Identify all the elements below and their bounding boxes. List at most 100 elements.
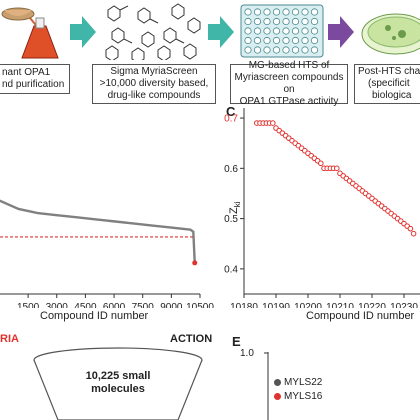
- plate-well: [310, 17, 319, 26]
- step4-caption: Post-HTS cha (specificit biologica: [354, 64, 420, 104]
- flask-illustration: [1, 7, 59, 59]
- plate-well: [263, 17, 271, 26]
- step1-caption: nant OPA1 nd purification: [0, 64, 70, 94]
- step2-line2: >10,000 diversity based,: [99, 78, 209, 89]
- legend-dot-myls16: [274, 393, 281, 400]
- step1-line1: nant OPA1: [2, 67, 51, 78]
- plate-well: [244, 46, 252, 54]
- plate-well: [282, 8, 290, 16]
- step3-line3: OPA1 GTPase activity: [239, 96, 339, 107]
- panel-c-ylabel: Zki: [228, 201, 242, 214]
- panel-b-endpoint-dot: [192, 260, 198, 266]
- legend-item-myls22: MYLS22: [274, 377, 322, 388]
- plate-well: [310, 27, 319, 35]
- plate-well: [282, 27, 290, 35]
- panel-c-data-point: [407, 225, 414, 232]
- panel-c-y-tick-label: 0.4: [224, 264, 238, 275]
- panel-e-axis: [264, 352, 269, 420]
- plate-well: [263, 46, 271, 54]
- panel-b-x-tick-label: 7500: [132, 302, 155, 308]
- plate-well: [263, 36, 271, 45]
- panel-c-ylabel-sub: ki: [233, 201, 243, 208]
- panel-b-x-tick-label: 4500: [74, 302, 97, 308]
- step4-line1: Post-HTS cha: [358, 66, 420, 77]
- panel-c-data-point: [270, 120, 276, 126]
- step2-line1: Sigma MyriaScreen: [110, 66, 198, 77]
- plate-well: [253, 36, 262, 45]
- panel-c-y-tick-label: 0.5: [224, 214, 238, 225]
- petri-dish-illustration: [361, 13, 420, 55]
- plate-well: [310, 46, 319, 54]
- plate-well: [282, 17, 290, 26]
- step2-line3: drug-like compounds: [107, 90, 201, 101]
- panel-c-x-tick-label: 10210: [326, 302, 354, 308]
- panel-b-x-tick-label: 9000: [160, 302, 183, 308]
- panel-c-data-point: [318, 160, 324, 167]
- panel-c-data-point: [410, 230, 417, 237]
- panel-b-x-tick-label: 3000: [46, 302, 69, 308]
- panel-b-x-tick-label: 10500: [186, 302, 214, 308]
- step3-line1: MG-based HTS of: [248, 60, 330, 71]
- plate-well: [263, 8, 271, 16]
- plate-well: [291, 46, 300, 54]
- plate-well: [291, 17, 300, 26]
- step1-line2: nd purification: [2, 79, 65, 90]
- panel-b-chart: 1500 3000 4500 6000 7500 9000 10500: [0, 199, 214, 308]
- panel-c-x-tick-label: 10190: [262, 302, 290, 308]
- funnel-text: 10,225 small molecules: [70, 370, 166, 396]
- panel-b-x-tick-label: 1500: [17, 302, 40, 308]
- plate-well: [253, 17, 262, 26]
- step3-line2: Myriascreen compounds on: [234, 72, 344, 95]
- plate-well: [310, 36, 319, 45]
- arrow-right-icon: [70, 16, 96, 48]
- panel-c-x-tick-label: 10200: [294, 302, 322, 308]
- step4-line2: (specificit: [368, 78, 410, 89]
- plate-well: [291, 8, 300, 16]
- panel-c-chart: 0.7 0.6 0.5 0.4 10180 10190 10200 10210 10220 102…: [224, 108, 420, 308]
- plate-well: [272, 46, 281, 54]
- panel-c-x-tick-label: 10230: [390, 302, 418, 308]
- panel-c-letter: C: [226, 104, 236, 119]
- plate-well: [301, 8, 309, 16]
- panel-b-series-line: [0, 199, 196, 263]
- plate-well: [244, 27, 252, 35]
- plate-well: [272, 36, 281, 45]
- plate-well: [301, 46, 309, 54]
- plate-well: [253, 27, 262, 35]
- plate-well: [282, 46, 290, 54]
- panel-c-xlabel: Compound ID number: [306, 310, 415, 322]
- plate-well: [244, 8, 252, 16]
- plate-well: [291, 36, 300, 45]
- panel-c-x-tick-label: 10180: [230, 302, 258, 308]
- plate-well: [301, 17, 309, 26]
- legend-label-myls22: MYLS22: [284, 377, 323, 388]
- plate-well: [253, 8, 262, 16]
- plate-well: [310, 8, 319, 16]
- plate-well: [244, 17, 252, 26]
- panel-c-y-tick-label: 0.7: [224, 114, 238, 125]
- plate-well: [253, 46, 262, 54]
- step4-line3: biologica: [372, 90, 412, 101]
- panel-c-ylabel-main: Z: [228, 207, 240, 214]
- plate-well: [263, 27, 271, 35]
- plate-well: [272, 27, 281, 35]
- plate-well: [301, 27, 309, 35]
- legend-label-myls16: MYLS16: [284, 391, 323, 402]
- panel-b-x-tick-label: 6000: [103, 302, 126, 308]
- plate-well: [244, 36, 252, 45]
- panel-c-x-tick-label: 10220: [358, 302, 386, 308]
- legend-item-myls16: MYLS16: [274, 391, 322, 402]
- plate-well: [272, 17, 281, 26]
- arrow-right-icon: [208, 16, 234, 48]
- panel-e-ytick: 1.0: [240, 348, 254, 359]
- plate-well: [301, 36, 309, 45]
- panel-d-left-label: RIA: [0, 333, 19, 345]
- panel-d-right-label: ACTION: [170, 333, 213, 345]
- well-plate-illustration: [240, 4, 324, 58]
- funnel-line1: 10,225 small: [85, 370, 151, 382]
- step3-caption: MG-based HTS of Myriascreen compounds on…: [230, 60, 348, 107]
- step2-caption: Sigma MyriaScreen >10,000 diversity base…: [92, 64, 216, 104]
- panel-c-y-tick-label: 0.6: [224, 164, 238, 175]
- legend-dot-myls22: [274, 379, 281, 386]
- funnel-line2: molecules: [91, 383, 145, 395]
